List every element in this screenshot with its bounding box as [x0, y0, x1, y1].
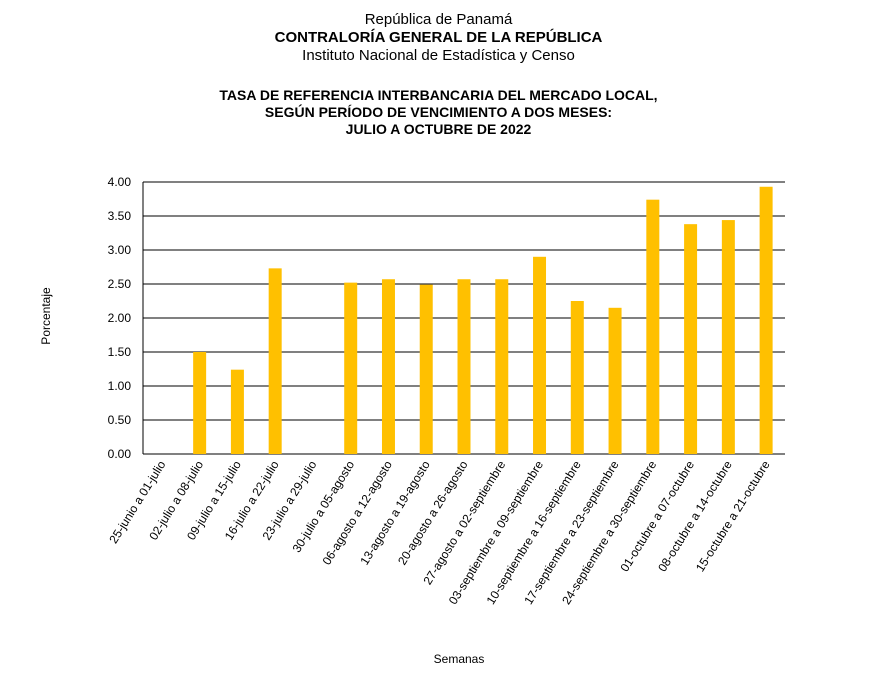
- x-tick-label: 08-octubre a 14-octubre: [655, 458, 735, 574]
- bar: [721, 220, 735, 454]
- y-tick-label: 0.00: [108, 447, 132, 461]
- y-tick-label: 0.50: [108, 413, 132, 427]
- y-tick-label: 1.00: [108, 379, 132, 393]
- x-tick-label: 15-octubre a 21-octubre: [693, 458, 773, 574]
- bar: [457, 279, 471, 454]
- y-tick-label: 4.00: [108, 175, 132, 189]
- bar: [230, 369, 244, 454]
- bar: [381, 279, 395, 454]
- y-tick-label: 1.50: [108, 345, 132, 359]
- header-institution: CONTRALORÍA GENERAL DE LA REPÚBLICA: [274, 29, 603, 46]
- bar: [268, 268, 282, 454]
- header-institute: Instituto Nacional de Estadística y Cens…: [302, 47, 575, 64]
- x-tick-label: 13-agosto a 19-agosto: [357, 458, 433, 568]
- bar: [684, 224, 698, 454]
- bar: [344, 282, 358, 454]
- bar: [495, 279, 509, 454]
- bar: [193, 352, 207, 454]
- y-tick-label: 2.00: [108, 311, 132, 325]
- header-country: República de Panamá: [364, 11, 513, 28]
- y-tick-label: 3.50: [108, 209, 132, 223]
- bar: [533, 256, 547, 454]
- x-tick-label: 20-agosto a 26-agosto: [395, 458, 471, 568]
- bar: [570, 301, 584, 454]
- chart-title-line: TASA DE REFERENCIA INTERBANCARIA DEL MER…: [219, 87, 658, 103]
- x-axis-label: Semanas: [434, 652, 485, 666]
- chart-title-line: JULIO A OCTUBRE DE 2022: [345, 121, 532, 137]
- x-tick-label: 06-agosto a 12-agosto: [320, 458, 396, 568]
- chart-title-line: SEGÚN PERÍODO DE VENCIMIENTO A DOS MESES…: [264, 104, 613, 120]
- y-tick-label: 3.00: [108, 243, 132, 257]
- bar: [646, 199, 660, 454]
- x-tick-label: 01-octubre a 07-octubre: [617, 458, 697, 574]
- bar: [419, 284, 433, 454]
- chart-title: TASA DE REFERENCIA INTERBANCARIA DEL MER…: [0, 87, 877, 138]
- y-tick-label: 2.50: [108, 277, 132, 291]
- y-axis-label: Porcentaje: [39, 287, 53, 345]
- bar: [608, 307, 622, 454]
- bar: [759, 186, 773, 454]
